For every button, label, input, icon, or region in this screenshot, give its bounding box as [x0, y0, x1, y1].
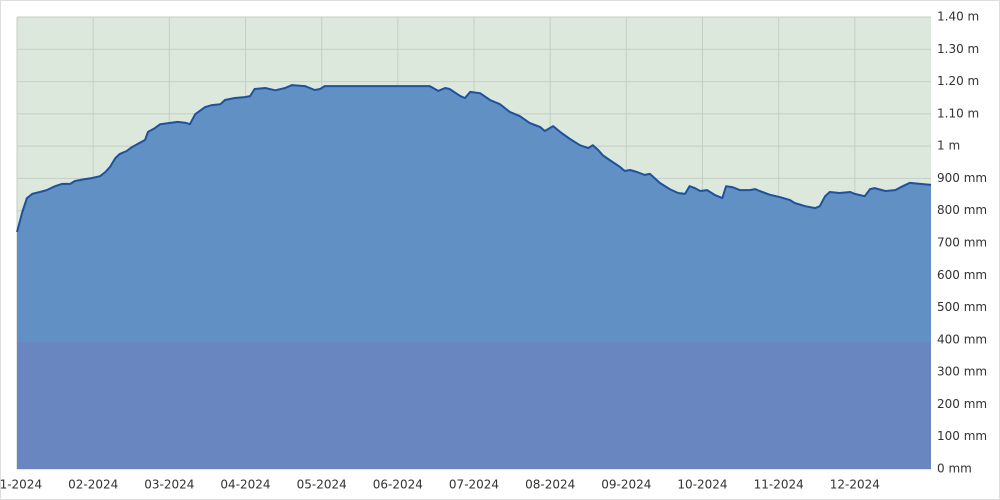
x-tick-label: 05-2024 [297, 478, 347, 492]
x-tick-label: 08-2024 [525, 478, 575, 492]
y-tick-label: 1.40 m [937, 10, 979, 24]
y-tick-label: 1 m [937, 139, 960, 153]
y-tick-label: 1.20 m [937, 74, 979, 88]
x-tick-label: 11-2024 [754, 478, 804, 492]
y-tick-label: 700 mm [937, 236, 987, 250]
x-tick-label: 03-2024 [144, 478, 194, 492]
y-tick-label: 500 mm [937, 300, 987, 314]
x-tick-label: 04-2024 [220, 478, 270, 492]
y-tick-label: 1.30 m [937, 42, 979, 56]
y-tick-label: 300 mm [937, 365, 987, 379]
y-tick-label: 900 mm [937, 171, 987, 185]
y-tick-label: 400 mm [937, 332, 987, 346]
x-tick-label: 01-2024 [0, 478, 42, 492]
y-tick-label: 600 mm [937, 268, 987, 282]
y-tick-label: 200 mm [937, 397, 987, 411]
x-tick-label: 06-2024 [373, 478, 423, 492]
area [17, 85, 931, 469]
x-tick-label: 09-2024 [601, 478, 651, 492]
y-tick-label: 100 mm [937, 429, 987, 443]
x-tick-label: 07-2024 [449, 478, 499, 492]
y-tick-label: 800 mm [937, 203, 987, 217]
y-tick-label: 1.10 m [937, 106, 979, 120]
x-tick-label: 12-2024 [830, 478, 880, 492]
x-tick-label: 02-2024 [68, 478, 118, 492]
x-tick-label: 10-2024 [677, 478, 727, 492]
y-tick-label: 0 mm [937, 462, 972, 476]
line [16, 84, 932, 233]
